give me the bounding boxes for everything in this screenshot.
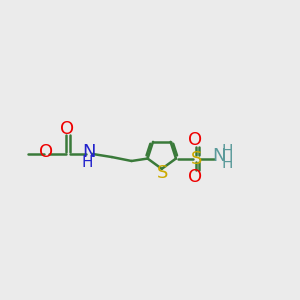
Text: N: N — [82, 143, 96, 161]
Text: H: H — [82, 155, 93, 170]
Text: H: H — [221, 156, 233, 171]
Text: O: O — [188, 131, 202, 149]
Text: O: O — [188, 168, 202, 186]
Text: O: O — [61, 120, 75, 138]
Text: S: S — [191, 149, 202, 167]
Text: H: H — [221, 144, 233, 159]
Text: O: O — [39, 143, 53, 161]
Text: S: S — [157, 164, 168, 182]
Text: N: N — [212, 147, 226, 165]
